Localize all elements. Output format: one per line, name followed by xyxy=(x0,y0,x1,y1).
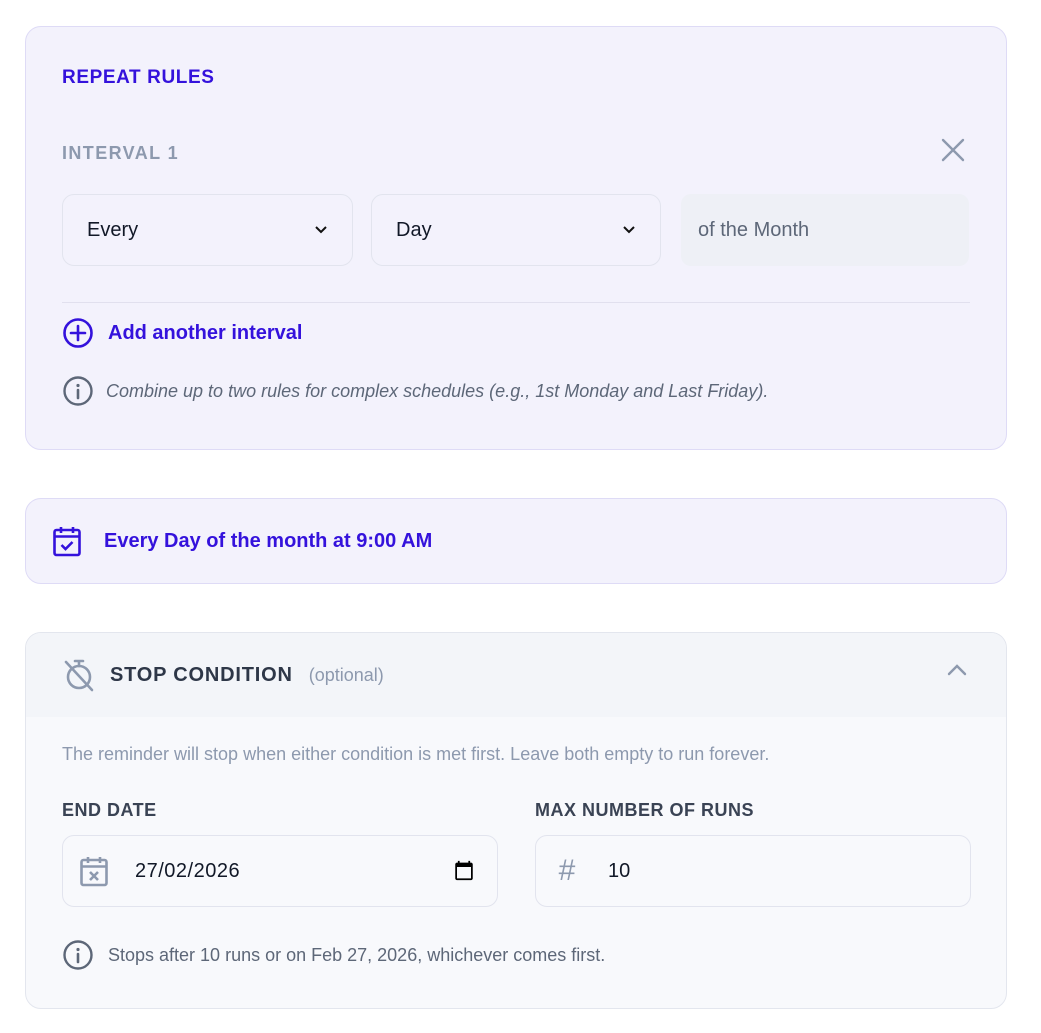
stop-condition-card: STOP CONDITION (optional) The reminder w… xyxy=(25,632,1007,1009)
info-note: Combine up to two rules for complex sche… xyxy=(62,375,768,407)
calendar-x-icon xyxy=(80,857,108,887)
end-date-display[interactable]: 27/02/2026 xyxy=(135,859,241,882)
unit-value: Day xyxy=(396,218,432,241)
end-date-picker[interactable] xyxy=(453,856,481,886)
max-runs-field[interactable]: # xyxy=(535,835,971,907)
unit-select[interactable]: Day xyxy=(371,194,661,266)
optional-label: (optional) xyxy=(308,664,384,685)
schedule-summary-card: Every Day of the month at 9:00 AM xyxy=(25,498,1007,584)
info-note-text: Combine up to two rules for complex sche… xyxy=(106,380,769,401)
hash-icon: # xyxy=(558,854,576,887)
plus-circle-icon xyxy=(63,318,93,348)
stop-condition-title: STOP CONDITION xyxy=(110,663,293,686)
timer-off-icon xyxy=(64,659,94,692)
suffix-field: of the Month xyxy=(681,194,969,266)
chevron-down-icon xyxy=(623,226,635,234)
end-date-label: END DATE xyxy=(62,800,157,820)
remove-interval-button[interactable] xyxy=(938,135,968,165)
stop-condition-header[interactable]: STOP CONDITION (optional) xyxy=(26,633,1006,717)
repeat-rules-card: REPEAT RULES INTERVAL 1 Every Day of the… xyxy=(25,26,1007,450)
stop-info-text: Stops after 10 runs or on Feb 27, 2026, … xyxy=(108,944,606,965)
close-icon xyxy=(941,138,965,162)
calendar-check-icon xyxy=(53,527,81,557)
interval-label: INTERVAL 1 xyxy=(62,143,180,163)
summary-text: Every Day of the month at 9:00 AM xyxy=(104,529,433,552)
chevron-up-icon[interactable] xyxy=(946,663,968,677)
stop-condition-description: The reminder will stop when either condi… xyxy=(62,744,770,764)
divider xyxy=(62,302,970,303)
info-icon xyxy=(63,376,93,406)
schedule-summary: Every Day of the month at 9:00 AM xyxy=(52,525,432,557)
add-interval-label: Add another interval xyxy=(108,321,303,344)
max-runs-input[interactable] xyxy=(608,859,954,883)
frequency-select[interactable]: Every xyxy=(62,194,353,266)
stop-info: Stops after 10 runs or on Feb 27, 2026, … xyxy=(62,939,605,971)
section-title: REPEAT RULES xyxy=(62,67,215,88)
add-interval-button[interactable]: Add another interval xyxy=(62,317,302,349)
end-date-field[interactable]: 27/02/2026 xyxy=(62,835,498,907)
max-runs-label: MAX NUMBER OF RUNS xyxy=(535,800,754,820)
info-icon xyxy=(63,940,93,970)
frequency-value: Every xyxy=(87,218,139,241)
chevron-down-icon xyxy=(315,226,327,234)
